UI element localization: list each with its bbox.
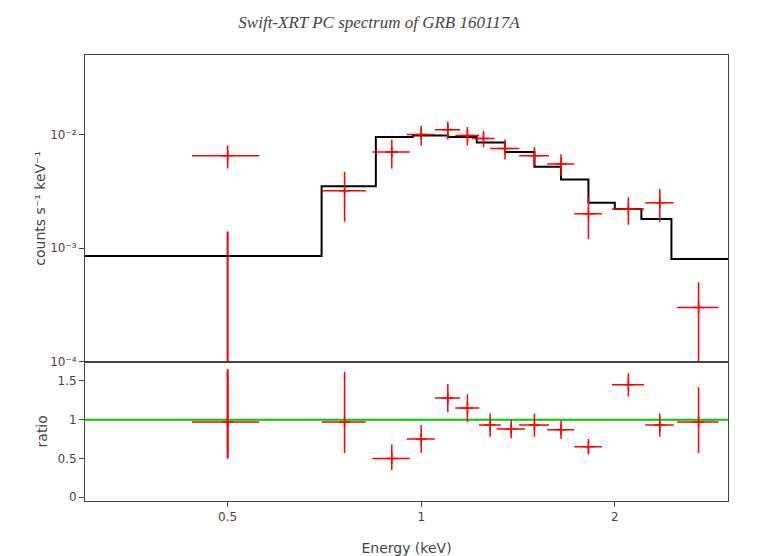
svg-text:1: 1 (417, 510, 425, 524)
svg-text:1: 1 (69, 413, 77, 427)
svg-text:10⁻³: 10⁻³ (50, 241, 77, 255)
svg-text:2: 2 (611, 510, 619, 524)
svg-text:0.5: 0.5 (218, 510, 237, 524)
svg-text:0: 0 (69, 490, 77, 504)
svg-text:0.5: 0.5 (58, 452, 77, 466)
svg-text:counts s⁻¹ keV⁻¹: counts s⁻¹ keV⁻¹ (32, 151, 48, 266)
svg-text:ratio: ratio (34, 415, 50, 447)
svg-text:Energy (keV): Energy (keV) (361, 540, 451, 556)
svg-text:10⁻⁴: 10⁻⁴ (50, 355, 77, 369)
svg-text:10⁻²: 10⁻² (50, 128, 77, 142)
svg-text:Swift-XRT PC spectrum of GRB 1: Swift-XRT PC spectrum of GRB 160117A (238, 13, 520, 32)
svg-text:1.5: 1.5 (58, 374, 77, 388)
